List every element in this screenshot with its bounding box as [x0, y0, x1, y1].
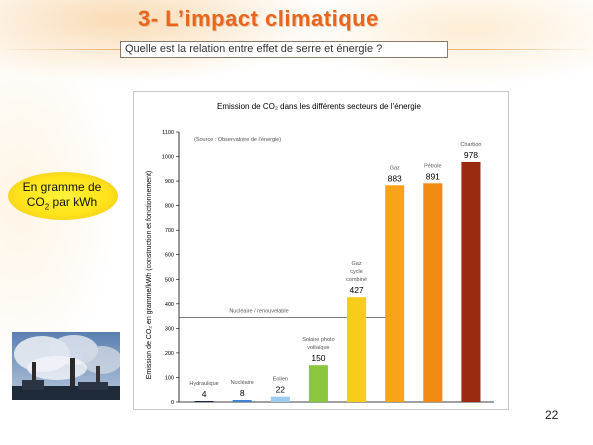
bar-category-label: Charbon	[460, 142, 481, 148]
slide-title: 3- L’impact climatique	[138, 6, 379, 31]
bar-category-label: cycle	[350, 269, 363, 275]
co2-emission-chart: Emission de CO₂ dans les différents sect…	[146, 102, 494, 406]
slide-subtitle: Quelle est la relation entre effet de se…	[120, 41, 448, 58]
y-tick-label: 300	[165, 326, 174, 332]
chart-title: Emission de CO₂ dans les différents sect…	[217, 102, 422, 111]
reference-line-label: Nucléaire / renouvelable	[229, 308, 288, 314]
y-tick-label: 1100	[162, 130, 174, 136]
bar-6	[385, 185, 405, 402]
bar-2	[232, 400, 252, 402]
unit-label-co2: CO	[26, 195, 45, 209]
bar-value-label: 150	[311, 353, 325, 363]
y-tick-label: 600	[165, 253, 174, 259]
chart-frame: Emission de CO₂ dans les différents sect…	[133, 91, 509, 410]
y-tick-label: 200	[165, 351, 174, 357]
industrial-smoke-photo	[12, 332, 120, 400]
y-axis-ticks: 0 100 200 300 400 500 600 700 800 900 1000 1100	[162, 130, 494, 406]
bar-category-label: combiné	[346, 277, 367, 283]
bar-5	[347, 297, 367, 402]
y-tick-label: 800	[165, 204, 174, 210]
y-tick-label: 700	[165, 228, 174, 234]
bar-8	[461, 161, 481, 402]
y-tick-label: 500	[165, 277, 174, 283]
bar-value-label: 883	[388, 173, 402, 183]
y-tick-label: 0	[171, 400, 174, 406]
bar-category-label: Nucléaire	[231, 380, 254, 386]
bar-1	[194, 401, 214, 402]
bar-value-label: 427	[349, 285, 363, 295]
bars-group: 4 Hydraulique 8 Nucléaire 22 Eolien 150 Solaire…	[189, 142, 481, 402]
bar-value-label: 891	[426, 171, 440, 181]
bar-category-label: Gaz	[352, 261, 362, 267]
y-tick-label: 400	[165, 302, 174, 308]
bar-value-label: 4	[202, 389, 207, 399]
bar-category-label: Solaire photo	[302, 337, 334, 343]
source-note: (Source : Observatoire de l’énergie)	[194, 137, 281, 143]
bar-category-label: voltaïque	[307, 345, 329, 351]
unit-highlight	[8, 172, 118, 220]
unit-label-line1: En gramme de	[22, 180, 102, 194]
y-axis-label: Emission de CO₂ en gramme/kWh (construct…	[146, 171, 153, 380]
bar-value-label: 978	[464, 150, 478, 160]
bar-category-label: Eolien	[273, 377, 288, 383]
bar-category-label: Hydraulique	[189, 381, 218, 387]
bar-4	[308, 365, 328, 402]
y-tick-label: 100	[165, 375, 174, 381]
unit-label-rest: par kWh	[49, 195, 98, 209]
bar-value-label: 8	[240, 388, 245, 398]
bar-value-label: 22	[276, 385, 286, 395]
unit-label: En gramme de CO2 par kWh	[14, 180, 110, 214]
y-tick-label: 900	[165, 179, 174, 185]
bar-category-label: Pétrole	[424, 163, 441, 169]
bar-7	[423, 183, 443, 402]
bar-3	[270, 396, 290, 402]
page-number: 22	[545, 408, 559, 422]
bar-category-label: Gaz	[390, 165, 400, 171]
y-tick-label: 1000	[162, 155, 174, 161]
unit-label-subscript: 2	[44, 202, 50, 212]
